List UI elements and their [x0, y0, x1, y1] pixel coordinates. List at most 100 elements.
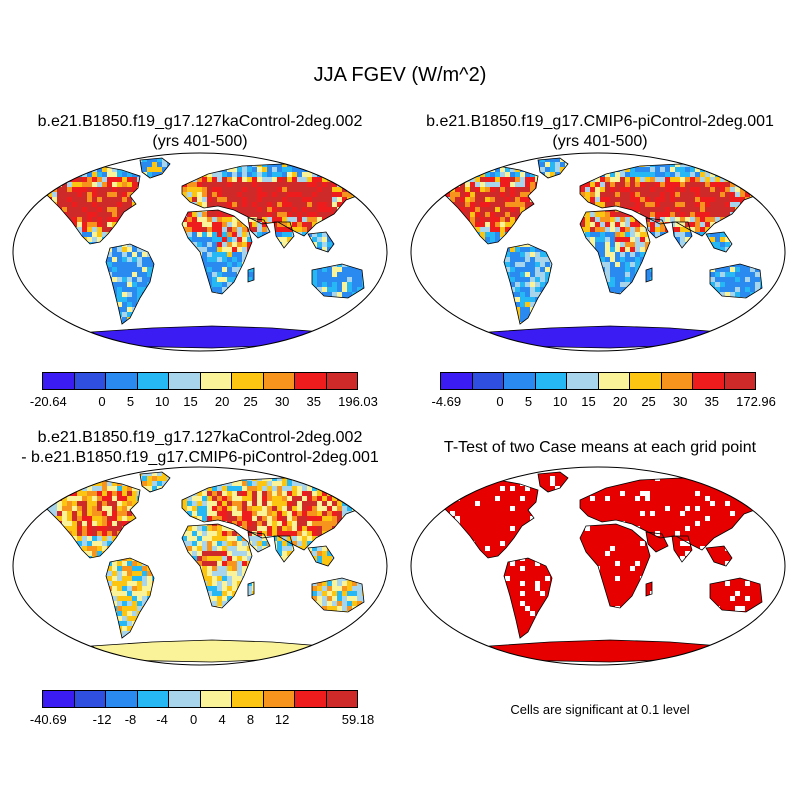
grid-cell: [242, 257, 247, 262]
grid-cell: [425, 172, 430, 177]
grid-cell: [222, 272, 227, 277]
grid-cell: [600, 262, 605, 267]
grid-cell: [27, 192, 32, 197]
grid-cell: [485, 232, 490, 237]
grid-cell: [27, 157, 32, 162]
grid-cell: [465, 152, 470, 157]
grid-cell: [432, 177, 435, 182]
grid-cell: [625, 272, 630, 277]
grid-cell: [590, 222, 595, 227]
grid-cell: [272, 187, 277, 192]
grid-cell: [715, 177, 720, 182]
grid-cell: [515, 207, 520, 212]
grid-cell: [740, 167, 745, 172]
grid-cell: [362, 152, 367, 157]
grid-cell: [387, 212, 388, 217]
grid-cell: [425, 202, 430, 207]
grid-cell: [460, 207, 465, 212]
grid-cell: [635, 202, 640, 207]
grid-cell: [610, 227, 615, 232]
grid-cell: [605, 267, 610, 272]
grid-cell: [465, 197, 470, 202]
grid-cell: [675, 177, 680, 182]
grid-cell: [222, 212, 227, 217]
grid-cell: [445, 192, 450, 197]
grid-cell: [122, 302, 127, 307]
grid-cell: [410, 202, 415, 207]
grid-cell: [252, 182, 257, 187]
grid-cell: [337, 327, 342, 332]
grid-cell: [207, 277, 212, 282]
grid-cell: [107, 158, 112, 162]
grid-cell: [615, 177, 620, 182]
grid-cell: [382, 302, 387, 307]
grid-cell: [242, 242, 247, 247]
grid-cell: [685, 202, 690, 207]
grid-cell: [605, 242, 610, 247]
grid-cell: [640, 242, 645, 247]
grid-cell: [367, 322, 372, 324]
coastline-seAsia: [307, 231, 335, 253]
grid-cell: [485, 152, 490, 157]
grid-cell: [410, 157, 415, 162]
grid-cell: [615, 262, 620, 267]
grid-cell: [460, 158, 465, 162]
grid-cell: [22, 292, 27, 297]
grid-cell: [610, 272, 615, 277]
grid-cell: [490, 187, 495, 192]
grid-cell: [242, 247, 247, 252]
grid-cell: [222, 187, 227, 192]
grid-cell: [202, 222, 207, 227]
grid-cell: [525, 187, 530, 192]
grid-cell: [725, 152, 730, 157]
grid-cell: [765, 177, 770, 182]
grid-cell: [262, 187, 267, 192]
grid-cell: [675, 187, 680, 192]
grid-cell: [72, 222, 77, 227]
grid-cell: [705, 212, 710, 217]
grid-cell: [420, 197, 425, 202]
grid-cell: [237, 267, 242, 272]
grid-cell: [775, 158, 776, 162]
grid-cell: [600, 217, 605, 222]
colorbar-swatch: [295, 373, 327, 389]
grid-cell: [740, 158, 745, 162]
grid-cell: [785, 262, 786, 267]
grid-cell: [610, 177, 615, 182]
grid-cell: [122, 172, 127, 177]
grid-cell: [387, 267, 388, 272]
grid-cell: [362, 327, 367, 332]
grid-cell: [227, 172, 232, 177]
grid-cell: [107, 252, 112, 257]
grid-cell: [625, 242, 630, 247]
grid-cell: [62, 167, 67, 172]
grid-cell: [415, 207, 420, 212]
antarctica: [92, 326, 322, 348]
grid-cell: [34, 187, 37, 192]
grid-cell: [322, 172, 327, 177]
grid-cell: [530, 152, 535, 157]
grid-cell: [237, 232, 242, 237]
grid-cell: [332, 267, 337, 272]
grid-cell: [445, 182, 450, 187]
grid-cell: [52, 337, 57, 342]
grid-cell: [227, 182, 232, 187]
grid-cell: [232, 277, 237, 282]
grid-cell: [57, 197, 62, 202]
grid-cell: [212, 282, 217, 287]
grid-cell: [72, 332, 77, 337]
grid-cell: [530, 202, 535, 207]
grid-cell: [600, 202, 605, 207]
grid-cell: [67, 158, 72, 162]
grid-cell: [227, 177, 232, 182]
grid-cell: [610, 217, 615, 222]
grid-cell: [227, 187, 232, 192]
grid-cell: [490, 232, 495, 237]
grid-cell: [352, 287, 357, 292]
grid-cell: [327, 152, 332, 157]
grid-cell: [257, 197, 262, 202]
grid-cell: [157, 162, 162, 167]
grid-cell: [630, 257, 635, 262]
grid-cell: [505, 177, 510, 182]
grid-cell: [530, 187, 535, 192]
